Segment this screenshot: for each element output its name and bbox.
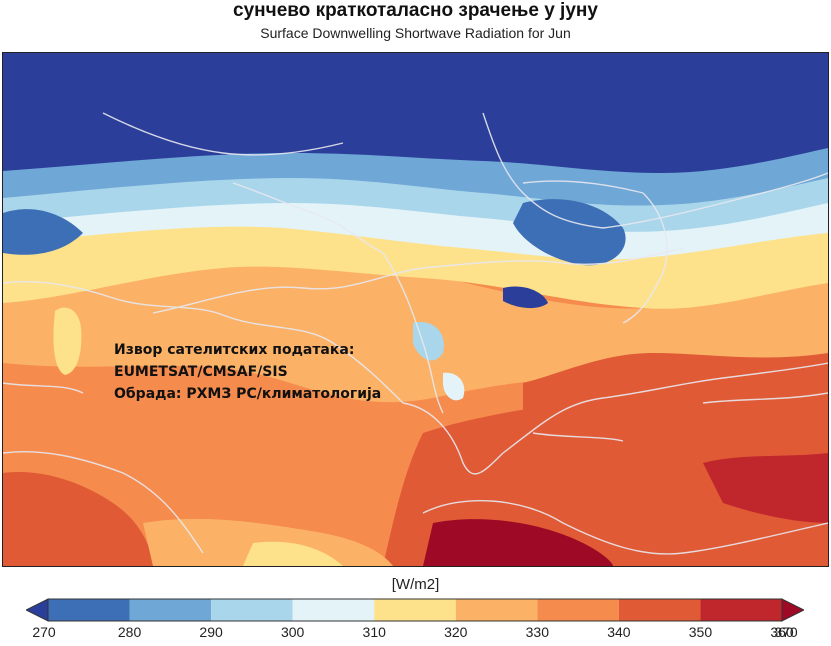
colorbar-under-arrow xyxy=(26,598,49,622)
colorbar-segment xyxy=(700,599,782,621)
colorbar-ticks: 270 280 290 300 310 320 330 340 350 360 370 xyxy=(0,624,831,644)
colorbar-segment xyxy=(292,599,375,621)
data-source-line-1: Извор сателитских података: xyxy=(114,342,355,358)
colorbar-tick-label: 350 xyxy=(688,624,713,640)
colorbar-segment xyxy=(537,599,619,621)
colorbar-tick-label: 360 xyxy=(770,624,794,640)
colorbar-tick-label: 320 xyxy=(444,624,468,640)
colorbar-segment xyxy=(618,599,701,621)
data-source-line-2: EUMETSAT/CMSAF/SIS xyxy=(114,364,288,380)
colorbar-segment xyxy=(211,599,293,621)
colorbar-segment xyxy=(455,599,538,621)
colorbar-segment xyxy=(374,599,456,621)
map-title: сунчево краткоталасно зрачење у јуну xyxy=(233,0,598,21)
data-source-note: Извор сателитских података: EUMETSAT/CMS… xyxy=(114,339,381,405)
radiation-map xyxy=(2,52,829,567)
colorbar-tick-label: 280 xyxy=(117,624,142,640)
colorbar xyxy=(26,598,804,622)
colorbar-tick-label: 340 xyxy=(607,624,631,640)
colorbar-segment xyxy=(48,599,130,621)
colorbar-tick-label: 290 xyxy=(199,624,223,640)
colorbar-over-arrow xyxy=(781,598,804,622)
colorbar-tick-label: 300 xyxy=(280,624,305,640)
colorbar-segment xyxy=(129,599,212,621)
colorbar-tick-label: 270 xyxy=(32,624,56,640)
colorbar-unit-label: [W/m2] xyxy=(391,576,440,593)
colorbar-tick-label: 310 xyxy=(362,624,386,640)
colorbar-tick-label: 330 xyxy=(525,624,550,640)
colorbar-tick-label: 370 xyxy=(774,624,798,640)
map-subtitle: Surface Downwelling Shortwave Radiation … xyxy=(260,25,571,41)
data-source-line-3: Обрада: РХМЗ РС/климатологија xyxy=(114,386,382,402)
radiation-map-svg xyxy=(3,53,828,566)
